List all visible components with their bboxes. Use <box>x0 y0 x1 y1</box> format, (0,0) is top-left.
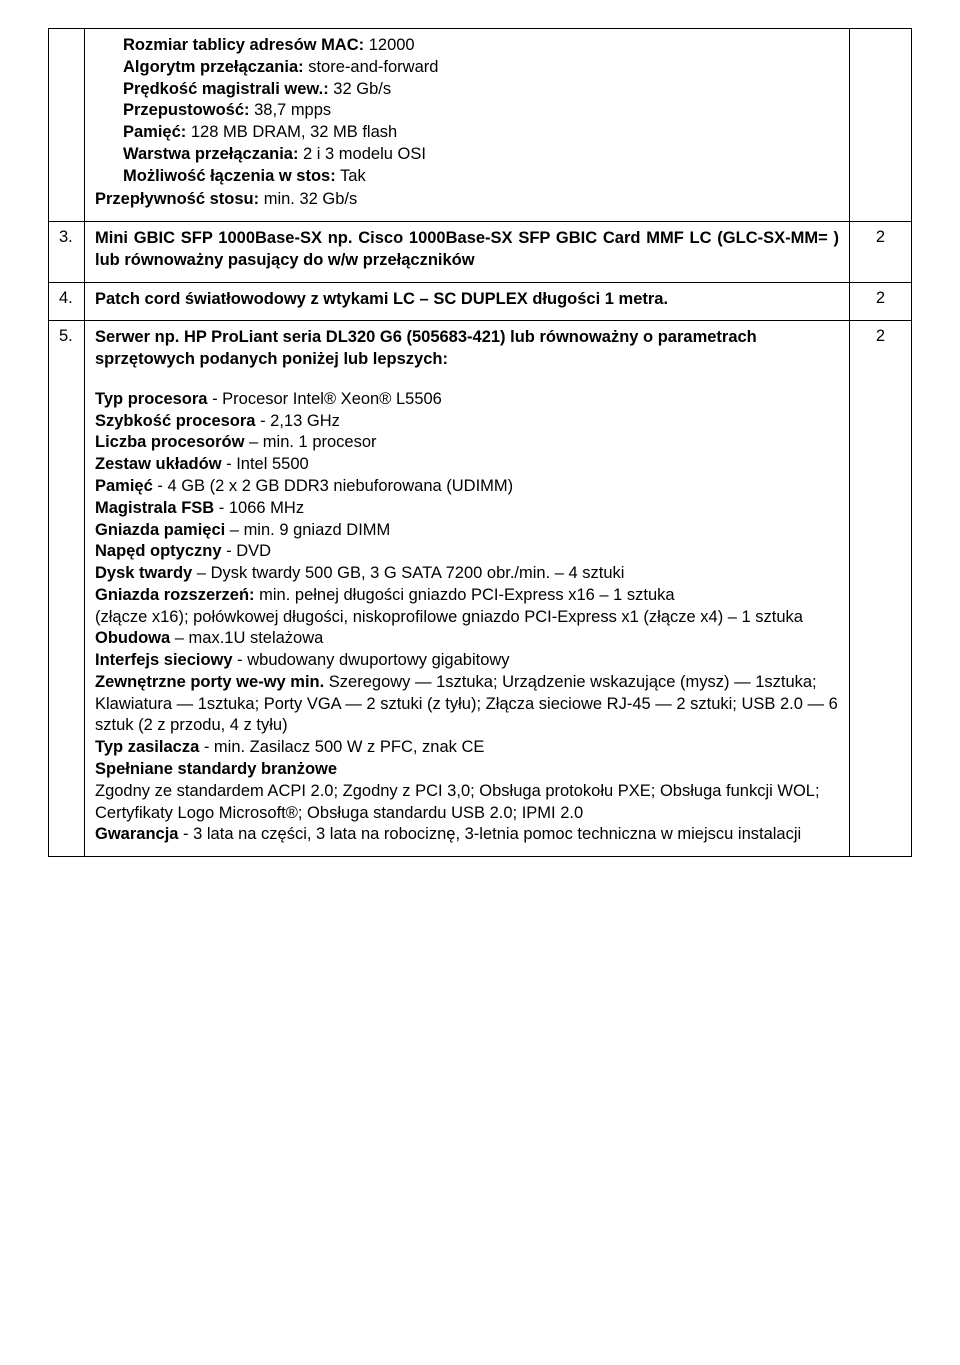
spec-label: Możliwość łączenia w stos: <box>123 167 336 185</box>
item-title: Serwer np. HP ProLiant seria DL320 G6 (5… <box>95 328 757 368</box>
spec-label: Warstwa przełączania: <box>123 145 298 163</box>
spec-label: Gwarancja <box>95 825 178 843</box>
table-row: 4. Patch cord światłowodowy z wtykami LC… <box>49 282 912 321</box>
spec-value: – Dysk twardy 500 GB, 3 G SATA 7200 obr.… <box>192 564 624 582</box>
item-title: Patch cord światłowodowy z wtykami LC – … <box>95 290 668 308</box>
spec-label: Algorytm przełączania: <box>123 58 304 76</box>
spec-label: Zestaw układów <box>95 455 222 473</box>
spec-value: - 1066 MHz <box>214 499 304 517</box>
row-content: Serwer np. HP ProLiant seria DL320 G6 (5… <box>85 321 850 857</box>
spec-value: 32 Gb/s <box>329 80 391 98</box>
row-content: Mini GBIC SFP 1000Base-SX np. Cisco 1000… <box>85 222 850 283</box>
spec-label: Prędkość magistrali wew.: <box>123 80 329 98</box>
spec-value: – min. 9 gniazd DIMM <box>225 521 390 539</box>
spec-label: Szybkość procesora <box>95 412 256 430</box>
spec-value: - DVD <box>222 542 272 560</box>
spec-value: Zgodny ze standardem ACPI 2.0; Zgodny z … <box>95 782 820 822</box>
spec-label: Spełniane standardy branżowe <box>95 760 337 778</box>
row-content: Rozmiar tablicy adresów MAC: 12000 Algor… <box>85 29 850 222</box>
spec-label: Zewnętrzne porty we-wy min. <box>95 673 324 691</box>
spec-label: Obudowa <box>95 629 170 647</box>
spec-label: Przepustowość: <box>123 101 250 119</box>
item-title: Mini GBIC SFP 1000Base-SX np. Cisco 1000… <box>95 229 839 269</box>
row-number: 3. <box>49 222 85 283</box>
spec-value: (złącze x16); połówkowej długości, nisko… <box>95 608 803 626</box>
spec-label: Magistrala FSB <box>95 499 214 517</box>
spec-value: – min. 1 procesor <box>244 433 376 451</box>
spec-value: - 4 GB (2 x 2 GB DDR3 niebuforowana (UDI… <box>153 477 513 495</box>
row-qty <box>850 29 912 222</box>
spec-value: Tak <box>336 167 366 185</box>
spec-label: Pamięć <box>95 477 153 495</box>
spec-value: min. 32 Gb/s <box>259 190 357 208</box>
row-qty: 2 <box>850 321 912 857</box>
spec-label: Liczba procesorów <box>95 433 244 451</box>
spec-value: 38,7 mpps <box>250 101 332 119</box>
spec-table: Rozmiar tablicy adresów MAC: 12000 Algor… <box>48 28 912 857</box>
spec-value: 12000 <box>364 36 414 54</box>
spec-value: - Procesor Intel® Xeon® L5506 <box>207 390 441 408</box>
spec-label: Gniazda pamięci <box>95 521 225 539</box>
spec-label: Interfejs sieciowy <box>95 651 233 669</box>
spec-value: - 3 lata na części, 3 lata na robociznę,… <box>178 825 801 843</box>
row-content: Patch cord światłowodowy z wtykami LC – … <box>85 282 850 321</box>
spec-label: Pamięć: <box>123 123 186 141</box>
spec-value: store-and-forward <box>304 58 439 76</box>
spec-value: - Intel 5500 <box>222 455 309 473</box>
spec-value: min. pełnej długości gniazdo PCI-Express… <box>255 586 675 604</box>
spec-label: Gniazda rozszerzeń: <box>95 586 255 604</box>
row-qty: 2 <box>850 282 912 321</box>
spec-value: 128 MB DRAM, 32 MB flash <box>186 123 397 141</box>
spec-label: Przepływność stosu: <box>95 190 259 208</box>
row-number <box>49 29 85 222</box>
spec-label: Dysk twardy <box>95 564 192 582</box>
spec-label: Typ zasilacza <box>95 738 199 756</box>
table-row: Rozmiar tablicy adresów MAC: 12000 Algor… <box>49 29 912 222</box>
spec-value: - 2,13 GHz <box>256 412 340 430</box>
row-qty: 2 <box>850 222 912 283</box>
spec-label: Rozmiar tablicy adresów MAC: <box>123 36 364 54</box>
table-row: 3. Mini GBIC SFP 1000Base-SX np. Cisco 1… <box>49 222 912 283</box>
spec-value: – max.1U stelażowa <box>170 629 323 647</box>
spec-value: 2 i 3 modelu OSI <box>298 145 425 163</box>
row-number: 4. <box>49 282 85 321</box>
spec-value: - wbudowany dwuportowy gigabitowy <box>233 651 510 669</box>
spec-label: Napęd optyczny <box>95 542 222 560</box>
spec-label: Typ procesora <box>95 390 207 408</box>
spec-value: - min. Zasilacz 500 W z PFC, znak CE <box>199 738 484 756</box>
table-row: 5. Serwer np. HP ProLiant seria DL320 G6… <box>49 321 912 857</box>
row-number: 5. <box>49 321 85 857</box>
